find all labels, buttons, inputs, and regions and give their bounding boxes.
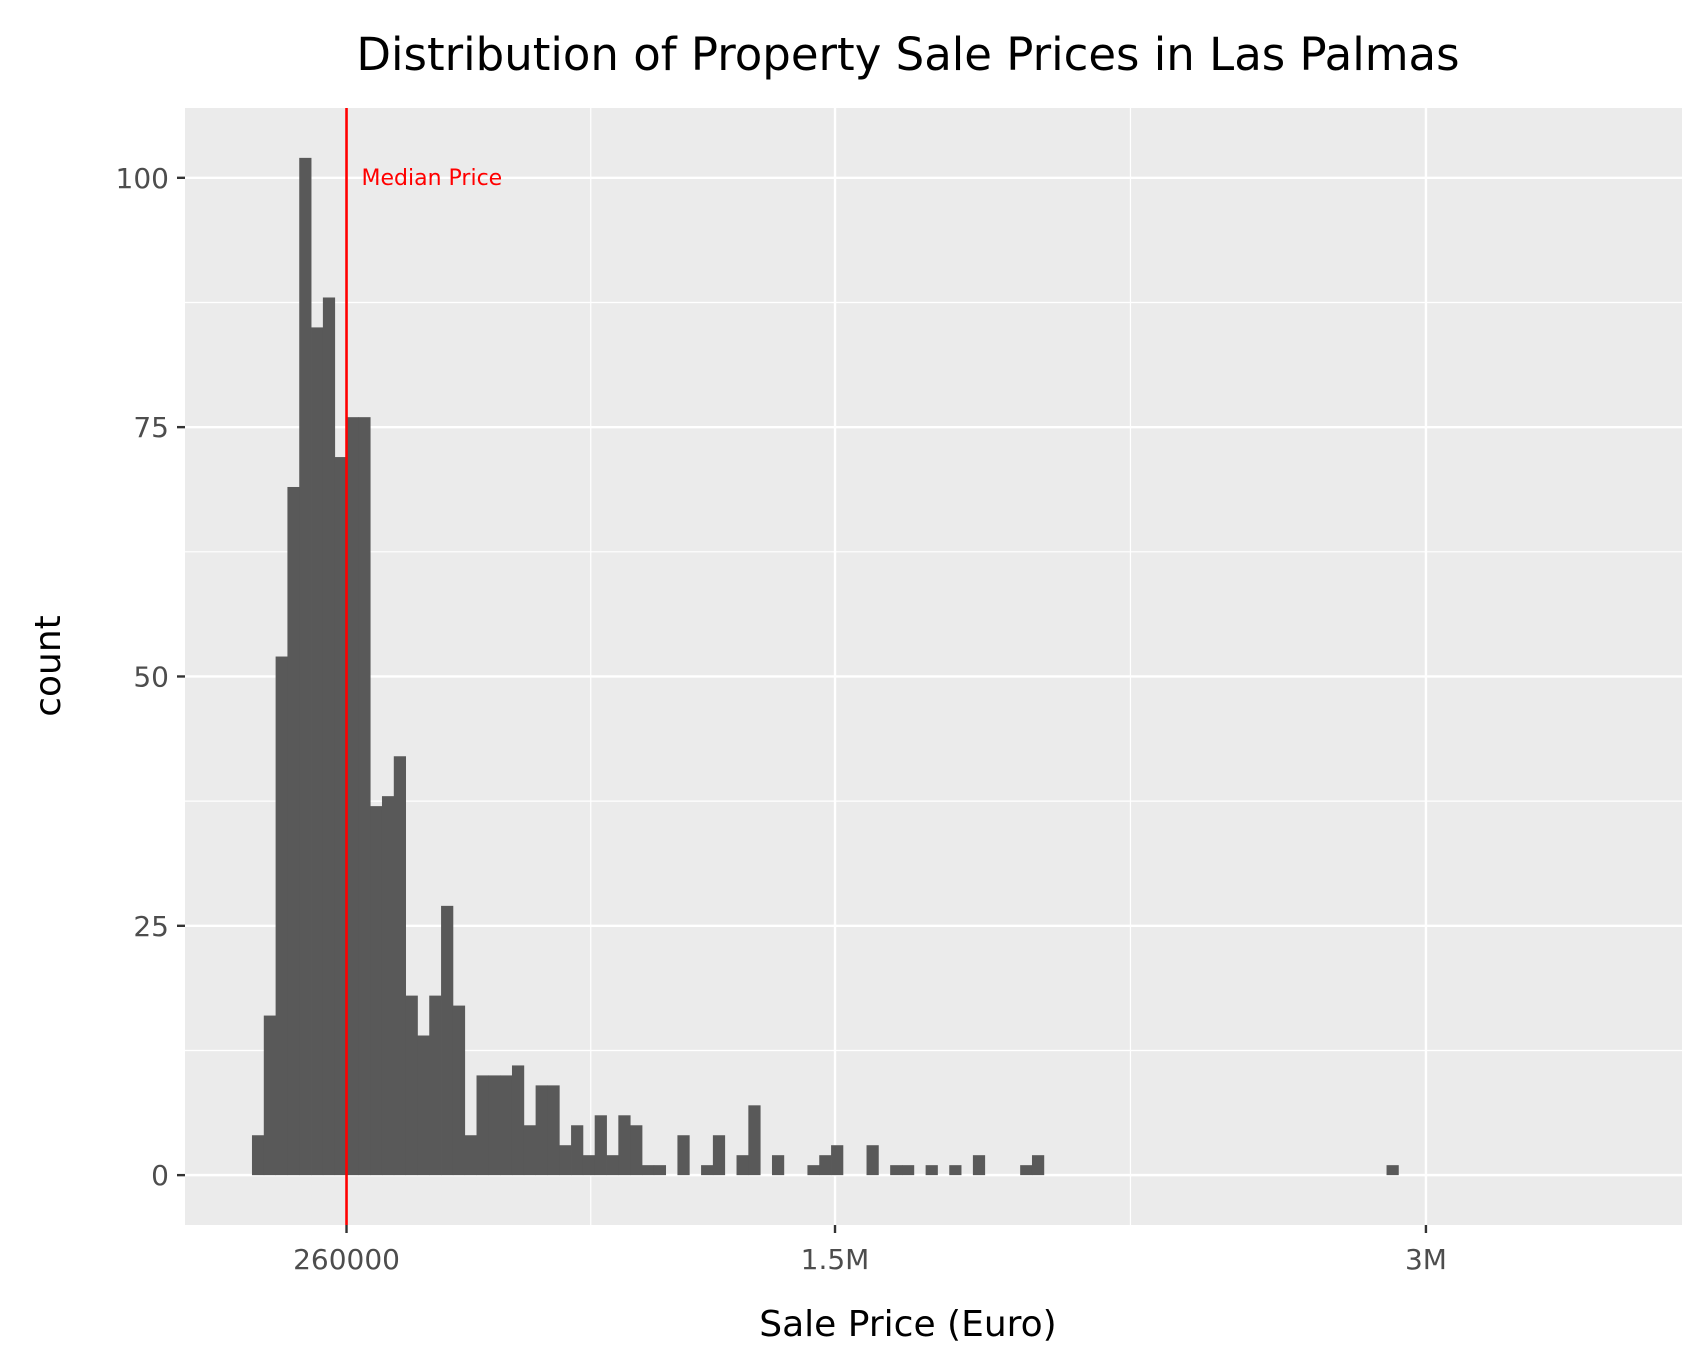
histogram-bar [641, 1165, 655, 1176]
histogram-bar [972, 1155, 986, 1176]
histogram-bar [571, 1125, 584, 1176]
histogram-bar [452, 1005, 466, 1176]
histogram-bar [358, 417, 371, 1176]
histogram-bar [405, 995, 418, 1176]
histogram-bar [1386, 1165, 1399, 1176]
histogram-bar [263, 1015, 277, 1176]
histogram-bars [251, 157, 1399, 1176]
y-tick-label: 25 [133, 910, 169, 943]
histogram-bar [523, 1125, 537, 1176]
histogram-bar [736, 1155, 749, 1176]
x-axis-title: Sale Price (Euro) [759, 1304, 1056, 1345]
histogram-bar [500, 1075, 513, 1176]
histogram-bar [866, 1145, 879, 1176]
y-axis-title: count [28, 615, 69, 717]
x-tick-label: 1.5M [801, 1243, 870, 1276]
histogram-bar [831, 1145, 844, 1176]
x-tick-label: 3M [1405, 1243, 1447, 1276]
histogram-bar [311, 327, 324, 1176]
y-tick-label: 0 [151, 1159, 169, 1192]
histogram-bar [334, 457, 347, 1176]
histogram-bar [630, 1125, 643, 1176]
chart-title: Distribution of Property Sale Prices in … [356, 28, 1459, 81]
histogram-bar [476, 1075, 489, 1176]
histogram-bar [299, 157, 312, 1176]
x-axis: 260000 1.5M 3M [293, 1225, 1447, 1276]
histogram-bar [381, 796, 395, 1176]
histogram-bar [949, 1165, 962, 1176]
histogram-bar [275, 656, 288, 1176]
histogram-bar [322, 297, 336, 1176]
histogram-bar [925, 1165, 938, 1176]
histogram-bar [1031, 1155, 1045, 1176]
histogram-bar [441, 905, 454, 1176]
histogram-bar [712, 1135, 726, 1176]
histogram-bar [901, 1165, 915, 1176]
histogram-bar [251, 1135, 265, 1176]
y-tick-label: 100 [116, 162, 169, 195]
histogram-bar [370, 806, 383, 1176]
histogram-bar [819, 1155, 832, 1176]
histogram-bar [429, 995, 442, 1176]
histogram-bar [417, 1035, 430, 1176]
y-axis: 0 25 50 75 100 [116, 162, 185, 1192]
histogram-bar [807, 1165, 820, 1176]
histogram-bar [488, 1075, 501, 1176]
histogram-bar [594, 1115, 607, 1176]
histogram-bar [653, 1165, 667, 1176]
histogram-bar [890, 1165, 903, 1176]
histogram-bar [287, 486, 300, 1176]
median-label: Median Price [362, 166, 503, 191]
histogram-bar [511, 1065, 525, 1176]
histogram-bar [547, 1085, 560, 1176]
histogram-bar [464, 1135, 477, 1176]
y-tick-label: 50 [133, 660, 169, 693]
histogram-bar [582, 1155, 596, 1176]
histogram-bar [1020, 1165, 1033, 1176]
histogram-bar [606, 1155, 619, 1176]
median-layer: Median Price [345, 108, 503, 1225]
y-tick-label: 75 [133, 411, 169, 444]
histogram-bar [618, 1115, 631, 1176]
histogram-bar [748, 1105, 761, 1176]
histogram-bar [677, 1135, 690, 1176]
histogram-bar [701, 1165, 714, 1176]
histogram-bar [771, 1155, 785, 1176]
histogram-bar [346, 417, 359, 1176]
histogram-bar [393, 756, 407, 1176]
histogram-bar [559, 1145, 572, 1176]
histogram-bar [535, 1085, 548, 1176]
x-tick-label: 260000 [293, 1243, 400, 1276]
